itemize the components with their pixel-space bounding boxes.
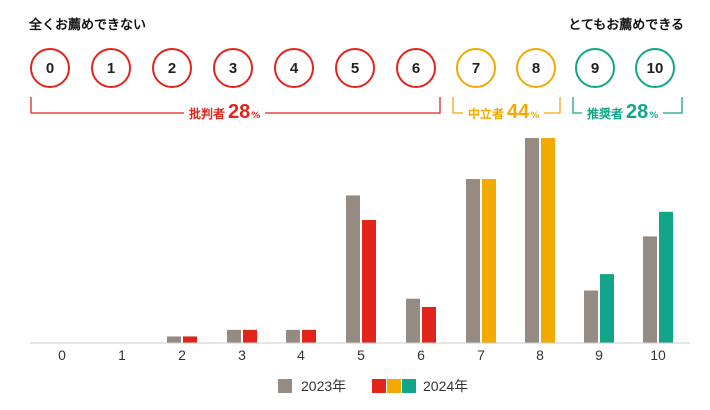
scale-point-9: 9 — [575, 48, 615, 88]
group-percent: 44 — [507, 101, 530, 123]
x-tick-label: 6 — [417, 347, 425, 363]
bar-2024-10 — [659, 211, 673, 343]
x-tick-label: 2 — [178, 347, 186, 363]
legend-swatch-2024-red — [372, 379, 386, 393]
group-name: 推奨者 — [587, 107, 624, 121]
bar-2023-5 — [346, 195, 360, 343]
bar-2023-2 — [167, 336, 181, 343]
legend-swatch-2024-green — [402, 379, 416, 393]
scale-point-label: 9 — [590, 59, 600, 77]
scale-point-3: 3 — [213, 48, 253, 88]
x-tick-label: 7 — [477, 347, 485, 363]
bar-2023-7 — [466, 179, 480, 343]
scale-point-label: 7 — [471, 59, 481, 77]
scale-point-2: 2 — [152, 48, 192, 88]
x-tick-label: 4 — [297, 347, 305, 363]
group-percent-unit: % — [251, 111, 261, 121]
legend-swatch-2024-yellow — [387, 379, 401, 393]
group-percent: 28 — [228, 101, 251, 123]
scale-point-label: 8 — [531, 59, 541, 77]
group-percent: 28 — [626, 101, 649, 123]
bar-2024-6 — [422, 306, 436, 343]
scale-point-8: 8 — [516, 48, 556, 88]
scale-point-5: 5 — [335, 48, 375, 88]
bar-2024-5 — [362, 220, 376, 343]
scale-point-label: 6 — [411, 59, 421, 77]
detractor-group-label: 批判者 28 % — [184, 101, 266, 124]
passive-group-label: 中立者 44 % — [463, 101, 545, 124]
bar-2023-9 — [584, 290, 598, 343]
x-tick-label: 1 — [118, 347, 126, 363]
x-tick-label: 5 — [357, 347, 365, 363]
scale-point-label: 10 — [646, 59, 664, 77]
scale-point-1: 1 — [91, 48, 131, 88]
bar-2024-8 — [541, 138, 555, 343]
legend-label-2024: 2024年 — [423, 378, 469, 394]
legend-2024: 2024年 — [372, 376, 468, 396]
group-name: 批判者 — [189, 107, 226, 121]
scale-point-7: 7 — [456, 48, 496, 88]
x-tick-label: 10 — [650, 347, 666, 363]
legend-label-2023: 2023年 — [301, 378, 347, 394]
nps-scale: 0 1 2 3 4 5 6 7 8 9 10 批判者 28 % 中立者 44 %… — [0, 0, 710, 130]
bar-2024-7 — [482, 179, 496, 343]
bar-2023-8 — [525, 138, 539, 343]
bar-2023-4 — [286, 329, 300, 343]
scale-point-0: 0 — [30, 48, 70, 88]
bar-2024-4 — [302, 329, 316, 343]
scale-right-caption: とてもお薦めできる — [568, 18, 684, 33]
x-tick-label: 0 — [58, 347, 66, 363]
scale-point-10: 10 — [635, 48, 675, 88]
scale-point-label: 5 — [350, 59, 360, 77]
bar-chart: 0 1 2 3 4 5 6 7 8 9 10 — [30, 138, 690, 363]
x-tick-label: 3 — [238, 347, 246, 363]
scale-point-label: 1 — [106, 59, 116, 77]
bar-2023-10 — [643, 236, 657, 343]
x-tick-label: 8 — [536, 347, 544, 363]
bar-2024-3 — [243, 329, 257, 343]
x-tick-label: 9 — [595, 347, 603, 363]
bar-2024-9 — [600, 274, 614, 343]
promoter-group-label: 推奨者 28 % — [582, 101, 664, 124]
bar-2023-6 — [406, 298, 420, 343]
legend-swatch-2023 — [278, 379, 292, 393]
group-percent-unit: % — [530, 111, 540, 121]
legend-2023: 2023年 — [278, 376, 346, 396]
scale-point-label: 4 — [289, 59, 299, 77]
scale-point-label: 2 — [167, 59, 177, 77]
bar-2024-2 — [183, 336, 197, 343]
scale-point-6: 6 — [396, 48, 436, 88]
scale-point-4: 4 — [274, 48, 314, 88]
scale-left-caption: 全くお薦めできない — [29, 18, 147, 33]
bar-2023-3 — [227, 329, 241, 343]
group-percent-unit: % — [649, 111, 659, 121]
scale-point-label: 0 — [45, 59, 55, 77]
scale-point-label: 3 — [228, 59, 238, 77]
group-name: 中立者 — [468, 107, 505, 121]
